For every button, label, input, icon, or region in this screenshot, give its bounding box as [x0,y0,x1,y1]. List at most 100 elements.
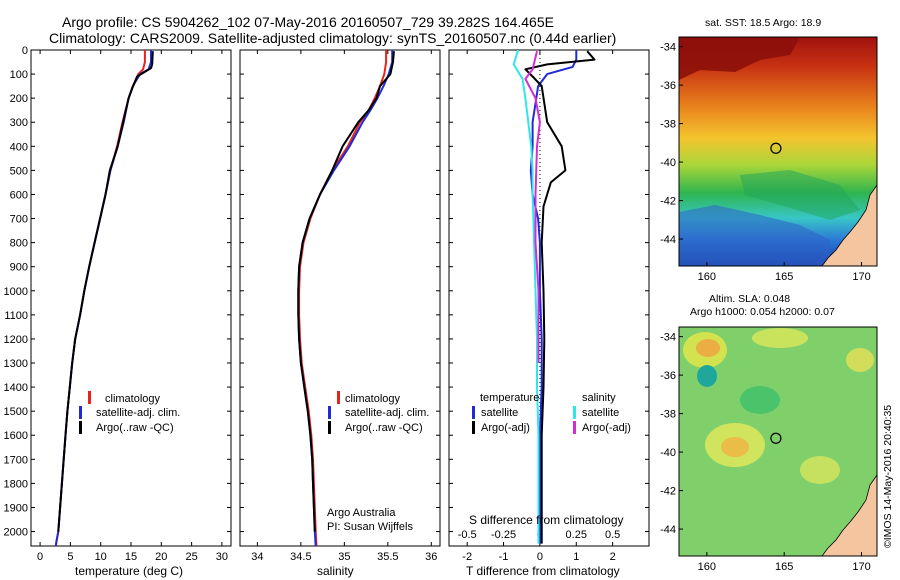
sst-ytick-label: -44 [660,234,676,246]
temperature-xlabel: temperature (deg C) [75,564,183,578]
depth-tick-label: 700 [10,214,28,226]
depth-tick-label: 0 [22,45,28,57]
temperature-xtick-label: 10 [95,551,107,563]
difference-stick-label: -0.25 [491,529,516,541]
temp-legend-argo-swatch [79,421,82,434]
salinity-legend: climatology satellite-adj. clim. Argo(..… [328,391,429,434]
difference-xlabel: T difference from climatology [466,564,620,578]
depth-tick-label: 1700 [4,454,28,466]
salinity-xtick-label: 34.5 [290,551,311,563]
difference-stick-label: -0.5 [458,529,477,541]
depth-tick-label: 1400 [4,382,28,394]
depth-tick-label: 200 [10,93,28,105]
diff-legend-temp-sat-swatch [472,406,475,419]
sla-argo-marker [770,432,782,444]
temperature-legend: climatology satellite-adj. clim. Argo(..… [79,391,180,434]
difference-series-argo [524,50,596,544]
sst-xtick-label: 160 [698,271,716,283]
temperature-xtick-label: 0 [37,551,43,563]
sla-ytick-label: -36 [660,370,676,382]
sal-legend-satellite: satellite-adj. clim. [345,407,429,419]
sal-legend-argo-swatch [328,421,331,434]
sst-green-patch [740,170,860,220]
sst-ytick-label: -36 [660,80,676,92]
depth-tick-label: 1200 [4,334,28,346]
temp-legend-climatology: climatology [105,393,161,405]
temp-legend-argo: Argo(..raw -QC) [96,422,174,434]
depth-tick-label: 100 [10,69,28,81]
figure-title-line1: Argo profile: CS 5904262_102 07-May-2016… [62,14,554,30]
sst-map-frame [678,36,878,267]
salinity-xtick-label: 35.5 [377,551,398,563]
sst-map [679,37,877,266]
sla-map [679,327,877,556]
sla-yellow-patch-4 [800,456,840,484]
sal-legend-satellite-swatch [328,406,331,419]
diff-legend-sal-argo: Argo(-adj) [582,422,631,434]
temperature-xtick-label: 20 [155,551,167,563]
sla-map-title-line1: Altim. SLA: 0.048 [709,293,790,305]
diff-legend-sal-sat: satellite [582,407,619,419]
depth-tick-label: 300 [10,117,28,129]
sst-ytick-label: -38 [660,119,676,131]
difference-legend: temperature satellite Argo(-adj) salinit… [472,392,631,434]
temperature-xtick-label: 15 [125,551,137,563]
temperature-xtick-label: 25 [185,551,197,563]
salinity-xlabel: salinity [317,564,354,578]
depth-tick-label: 2000 [4,527,28,539]
temperature-plot-frame [30,49,232,547]
sal-legend-argo: Argo(..raw -QC) [345,422,423,434]
temp-legend-climatology-swatch [88,391,91,404]
depth-tick-label: 1300 [4,358,28,370]
temperature-xtick-label: 5 [67,551,73,563]
sst-land [821,184,877,266]
sst-xtick-label: 165 [775,271,793,283]
temperature-series-argo [57,51,154,532]
sst-argo-marker [770,142,782,154]
salinity-plot-frame [239,49,441,547]
difference-series-salinity_satellite [512,50,540,544]
depth-tick-label: 500 [10,165,28,177]
difference-xtick-label: 0 [537,551,543,563]
depth-tick-label: 800 [10,238,28,250]
difference-xtick-label: -1 [499,551,509,563]
difference-xtick-label: 1 [573,551,579,563]
temp-legend-satellite: satellite-adj. clim. [96,407,180,419]
sla-xtick-label: 170 [852,561,870,573]
sla-orange-patch-2 [721,437,749,457]
sla-xtick-label: 165 [775,561,793,573]
depth-tick-label: 1900 [4,502,28,514]
difference-stick-label: 0.25 [566,529,587,541]
depth-tick-label: 400 [10,141,28,153]
sla-teal-patch [740,386,780,414]
diff-legend-temperature-title: temperature [480,392,539,404]
sst-ytick-label: -34 [660,42,676,54]
copyright-side-label: ©IMOS 14-May-2016 20:40:35 [882,405,894,548]
salinity-xtick-label: 34 [251,551,263,563]
depth-tick-label: 1600 [4,430,28,442]
diff-legend-salinity-title: salinity [582,392,616,404]
sst-warm-patch [679,37,800,80]
argo-australia-label: Argo Australia [327,507,396,519]
depth-tick-label: 1500 [4,406,28,418]
sla-xtick-label: 160 [698,561,716,573]
difference-stick-label: 0.5 [605,529,620,541]
difference-xtick-label: -2 [462,551,472,563]
temperature-series-climatology [54,50,146,546]
difference-plot-frame [448,49,650,547]
sla-yellow-patch-2 [752,328,808,348]
salinity-xtick-label: 35 [338,551,350,563]
sst-ytick-label: -42 [660,196,676,208]
figure-title-line2: Climatology: CARS2009. Satellite-adjuste… [49,30,616,46]
sst-xtick-label: 170 [852,271,870,283]
difference-series-salinity_argo [524,50,541,363]
sla-map-frame [678,326,878,557]
salinity-xtick-label: 36 [425,551,437,563]
sla-ytick-label: -44 [660,524,676,536]
sla-map-title-line2: Argo h1000: 0.054 h2000: 0.07 [690,306,835,318]
temp-legend-satellite-swatch [79,406,82,419]
depth-tick-label: 1000 [4,286,28,298]
sla-land [821,474,877,556]
difference-xtick-label: 2 [610,551,616,563]
